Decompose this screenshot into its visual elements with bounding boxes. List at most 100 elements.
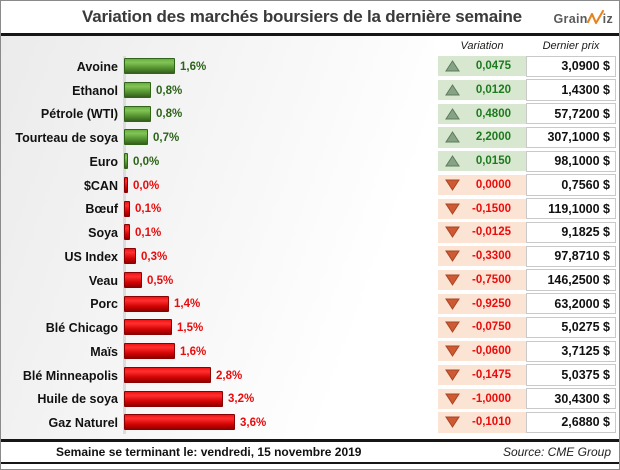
last-price-cell: 5,0375 $ [526,364,616,386]
variation-value: 0,0120 [475,83,511,96]
last-price-value: 5,0375 $ [561,367,610,382]
market-row: Tourteau de soya 0,7% 2,2000 307,1000 $ [1,126,619,150]
variation-bar [124,248,136,264]
category-label: Euro [89,154,118,169]
page-title: Variation des marchés boursiers de la de… [82,7,522,26]
variation-bar [124,153,128,169]
variation-cell: -0,1475 [438,364,526,385]
last-price-value: 63,2000 $ [554,296,610,311]
variation-percent-label: 0,1% [135,203,162,216]
variation-cell: 0,0475 [438,56,526,77]
category-label: $CAN [83,178,118,193]
last-price-cell: 2,6880 $ [526,411,616,433]
variation-value: 0,0000 [475,178,511,191]
market-row: Gaz Naturel 3,6% -0,1010 2,6880 $ [1,411,619,435]
last-price-cell: 1,4300 $ [526,79,616,101]
grainwiz-logo: Grain iz [554,10,613,26]
triangle-down-icon [445,345,460,358]
variation-cell: 0,0000 [438,174,526,195]
variation-bar [124,81,151,98]
market-row: Huile de soya 3,2% -1,0000 30,4300 $ [1,388,619,412]
variation-cell: -0,1010 [438,412,526,433]
category-label: Porc [90,297,118,312]
variation-cell: -0,1500 [438,198,526,219]
variation-percent-label: 3,6% [240,417,267,430]
variation-value: -0,1500 [471,202,511,215]
last-price-cell: 97,8710 $ [526,245,616,267]
variation-value: -0,3300 [471,250,511,263]
market-row: $CAN 0,0% 0,0000 0,7560 $ [1,174,619,198]
last-price-cell: 146,2500 $ [526,269,616,291]
variation-bar [124,176,128,193]
variation-value: -0,7500 [471,273,511,286]
variation-value: 0,0475 [475,60,511,73]
variation-bar [124,414,235,431]
variation-bar [124,58,175,74]
logo-text-right: iz [602,12,613,26]
variation-cell: -1,0000 [438,388,526,409]
last-price-value: 2,6880 $ [561,415,610,430]
last-price-cell: 9,1825 $ [526,221,616,243]
triangle-down-icon [445,393,460,405]
variation-value: 0,4800 [475,107,511,120]
category-label: Blé Chicago [45,321,118,336]
variation-cell: 0,0150 [438,151,526,172]
variation-value: -1,0000 [471,392,511,405]
triangle-up-icon [445,60,460,72]
last-price-value: 97,8710 $ [554,249,610,264]
category-label: Bœuf [85,202,118,217]
last-price-cell: 3,0900 $ [526,55,616,77]
last-price-value: 98,1000 $ [554,154,610,169]
triangle-down-icon [445,298,460,310]
last-price-value: 1,4300 $ [561,82,610,97]
variation-cell: 0,4800 [438,103,526,124]
last-price-column-header: Dernier prix [542,39,600,52]
chart-baseline [123,56,126,434]
triangle-down-icon [445,369,460,381]
variation-percent-label: 2,8% [216,369,243,382]
variation-value: -0,1010 [471,416,511,429]
variation-value: -0,0600 [471,345,511,358]
variation-value: -0,1475 [471,368,511,381]
chart-rows: Avoine 1,6% 0,0475 3,0900 $ Ethanol 0,8%… [1,36,619,439]
triangle-down-icon [445,203,460,215]
category-label: Maïs [90,344,118,359]
variation-cell: -0,9250 [438,293,526,314]
category-label: Soya [88,226,118,241]
last-price-cell: 119,1000 $ [526,198,616,220]
market-row: Euro 0,0% 0,0150 98,1000 $ [1,150,619,174]
category-label: Gaz Naturel [48,416,118,431]
market-row: Maïs 1,6% -0,0600 3,7125 $ [1,340,619,364]
triangle-down-icon [445,274,460,286]
market-row: Blé Minneapolis 2,8% -0,1475 5,0375 $ [1,364,619,388]
last-price-cell: 63,2000 $ [526,293,616,315]
triangle-down-icon [445,179,460,191]
market-row: Pétrole (WTI) 0,8% 0,4800 57,7200 $ [1,103,619,127]
category-label: Veau [88,273,118,288]
variation-bar [124,343,175,359]
source-label: Source: CME Group [502,445,611,459]
variation-cell: 2,2000 [438,127,526,148]
variation-bar [124,295,169,312]
market-row: US Index 0,3% -0,3300 97,8710 $ [1,245,619,269]
logo-text-left: Grain [553,12,588,26]
market-row: Avoine 1,6% 0,0475 3,0900 $ [1,55,619,79]
variation-value: -0,0125 [471,226,511,239]
variation-percent-label: 0,8% [156,84,183,97]
triangle-up-icon [445,131,460,143]
variation-percent-label: 1,6% [180,345,207,358]
last-price-cell: 3,7125 $ [526,340,616,362]
triangle-up-icon [445,83,460,96]
triangle-down-icon [445,226,460,239]
variation-cell: -0,3300 [438,246,526,267]
logo-zigzag-icon [586,10,604,25]
variation-percent-label: 0,1% [135,227,162,240]
last-price-value: 3,7125 $ [561,344,610,359]
plot-background [1,36,434,439]
variation-bar [124,271,142,288]
variation-percent-label: 1,6% [180,60,207,73]
week-ending-label: Semaine se terminant le: vendredi, 15 no… [56,445,362,459]
variation-value: -0,9250 [471,297,511,310]
variation-percent-label: 0,8% [156,108,183,121]
